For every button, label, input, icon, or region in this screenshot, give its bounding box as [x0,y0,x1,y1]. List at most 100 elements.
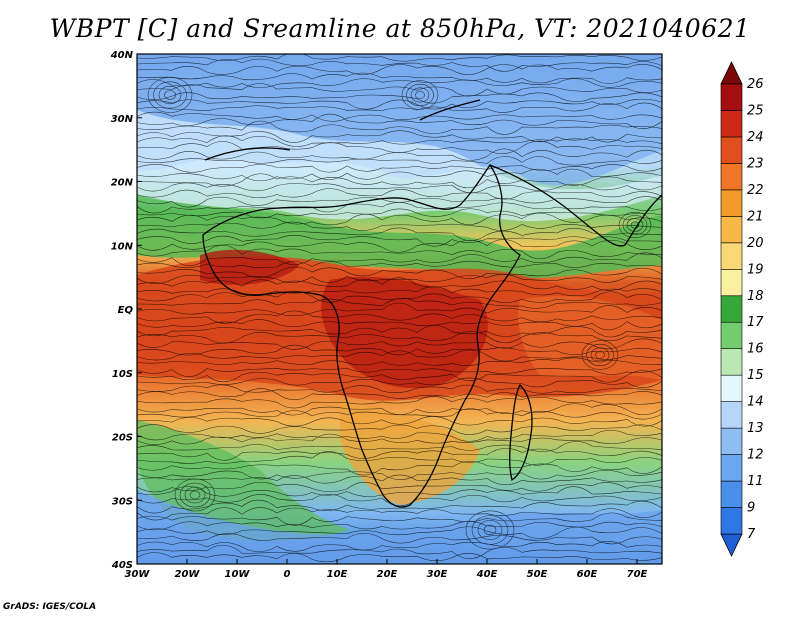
madagascar-coastline [509,383,533,482]
colorbar-bin [720,295,743,323]
lon-label-40e: 40E [476,569,498,580]
streamline-vortex [158,85,182,105]
streamline [137,98,662,110]
streamline [137,441,662,452]
streamline-vortex [477,520,503,540]
colorbar-bin [720,454,743,482]
streamline [137,481,662,493]
colorbar-label: 15 [747,368,764,383]
lon-label-10w: 10W [225,569,251,580]
streamline [137,344,662,356]
streamline [137,252,662,267]
colorbar-label: 23 [747,156,764,171]
colorbar-label: 7 [747,527,756,542]
streamline [137,486,662,497]
streamline-vortex [415,91,425,99]
streamline-vortex [618,211,652,239]
colorbar-bin [720,242,743,270]
streamline [137,260,662,269]
streamline [137,521,662,531]
colorbar: 7 9 11 12 13 14 15 16 17 18 19 20 21 22 23 24 25 26 [720,61,764,557]
colorbar-label: 12 [747,448,764,463]
warm-region-indian-ocean [518,296,662,380]
arabia-coastline [489,164,662,247]
streamline-vortex [465,510,515,550]
streamline [137,212,662,226]
africa-coastline [202,163,521,508]
lon-label-10e: 10E [327,569,348,580]
lon-label-60e: 60E [577,569,598,580]
longitude-ticks: 30W 20W 10W 0 10E 20E 30E 40E 50E 60E 70E [125,559,648,580]
streamline [137,298,662,309]
lat-label-20n: 20N [111,178,134,189]
colorbar-label: 14 [747,395,764,410]
colorbar-bin [720,401,743,429]
streamline [137,221,662,231]
streamline [137,64,662,75]
streamline [137,208,662,219]
map-area [137,54,662,564]
streamline [137,368,662,377]
lat-label-10s: 10S [112,369,133,380]
colorbar-label: 25 [747,103,764,118]
colorbar-bin [720,216,743,244]
streamline [137,370,662,383]
streamline-vortex [174,478,216,512]
streamline [137,512,662,526]
streamline-vortex [164,90,176,100]
streamline [137,113,662,129]
streamline [137,274,662,284]
hot-core-westafrica [200,249,300,285]
streamline-vortex [189,490,201,500]
streamline-vortex [586,343,614,367]
green-belt-south [137,420,350,542]
streamline [137,54,662,62]
streamline-vortex [471,515,509,545]
streamline [137,235,662,247]
streamline [137,227,662,241]
lat-label-30n: 30N [111,114,134,125]
colorbar-bin [720,189,743,217]
colorbar-label: 9 [747,501,755,516]
streamline [137,111,662,122]
coastlines [202,99,662,508]
streamline [137,277,662,291]
lat-label-40s: 40S [111,560,133,571]
chart-title: WBPT [C] and Sreamline at 850hPa, VT: 20… [49,14,751,43]
streamline-vortex [153,81,187,109]
streamline-vortex [184,486,206,504]
streamline-vortex [626,218,644,232]
streamline [137,544,662,559]
streamline [137,416,662,427]
colorbar-bin [720,110,743,138]
streamline-vortex [410,87,430,103]
streamline [137,433,662,445]
colorbar-label: 17 [747,315,764,330]
streamline [137,424,662,435]
colorbar-label: 19 [747,262,764,277]
cool-band [137,110,662,222]
streamline-vortex [179,482,211,508]
streamline [137,388,662,401]
hot-core-congo [321,276,488,389]
streamline [137,135,662,147]
mediterranean-coastline [204,99,481,161]
lon-label-0: 0 [284,569,291,580]
streamline [137,188,662,200]
lat-label-40n: 40N [110,50,134,61]
streamline-vortex [595,351,605,359]
lon-label-20w: 20W [175,569,201,580]
streamline [137,429,662,442]
colorbar-bin [720,83,743,111]
streamline-vortex [406,83,434,107]
streamline [137,173,662,189]
lon-label-30w: 30W [125,569,151,580]
streamline [137,202,662,214]
lat-label-30s: 30S [112,496,133,507]
streamline [137,148,662,161]
streamline [137,325,662,338]
streamline-vortex [590,347,610,363]
colorbar-label: 18 [747,289,764,304]
